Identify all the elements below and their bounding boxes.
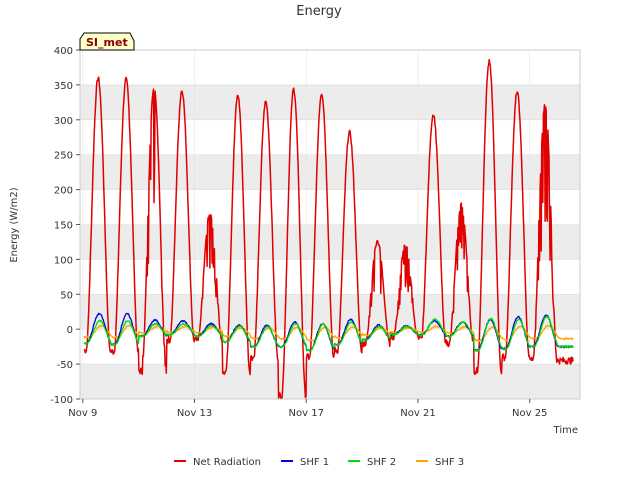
band-0 xyxy=(80,364,580,399)
y-tick-label: -100 xyxy=(50,395,73,406)
x-axis-label: Time xyxy=(553,425,578,436)
y-tick-label: 200 xyxy=(54,186,73,197)
series-line-net-radiation xyxy=(83,59,574,400)
series-lines xyxy=(83,59,574,400)
y-axis-label: Energy (W/m2) xyxy=(9,187,20,262)
x-tick-label: Nov 25 xyxy=(512,408,547,419)
y-tick-label: 300 xyxy=(54,116,73,127)
band-4 xyxy=(80,84,580,120)
legend-label-shf3: SHF 3 xyxy=(435,457,464,468)
axes: -100 -50 0 50 100 150 200 250 300 350 400 Nov 9 Nov … xyxy=(50,46,581,419)
legend-label-shf2: SHF 2 xyxy=(367,457,396,468)
y-tick-label: 50 xyxy=(60,290,73,301)
x-tick-label: Nov 17 xyxy=(289,408,324,419)
legend-label-rad: Net Radiation xyxy=(193,457,261,468)
y-tick-label: 400 xyxy=(54,46,73,57)
x-tick-label: Nov 13 xyxy=(177,408,212,419)
x-tick-label: Nov 21 xyxy=(400,408,435,419)
band-2 xyxy=(80,224,580,260)
series-line-shf-3 xyxy=(83,324,574,343)
chart-title: Energy xyxy=(296,4,342,19)
x-tick-label: Nov 9 xyxy=(68,408,97,419)
y-tick-label: 150 xyxy=(54,221,73,232)
y-tick-label: 100 xyxy=(54,255,73,266)
y-tick-label: -50 xyxy=(57,360,73,371)
legend: Net Radiation SHF 1 SHF 2 SHF 3 xyxy=(174,457,464,468)
y-tick-label: 350 xyxy=(54,81,73,92)
band-3 xyxy=(80,154,580,190)
y-tick-label: 250 xyxy=(54,151,73,162)
station-badge-box xyxy=(79,32,135,51)
series-line-shf-2 xyxy=(83,315,574,352)
station-badge-label: SI_met xyxy=(86,36,128,49)
legend-label-shf1: SHF 1 xyxy=(300,457,329,468)
station-badge: SI_met xyxy=(79,32,135,51)
y-tick-label: 0 xyxy=(67,325,73,336)
